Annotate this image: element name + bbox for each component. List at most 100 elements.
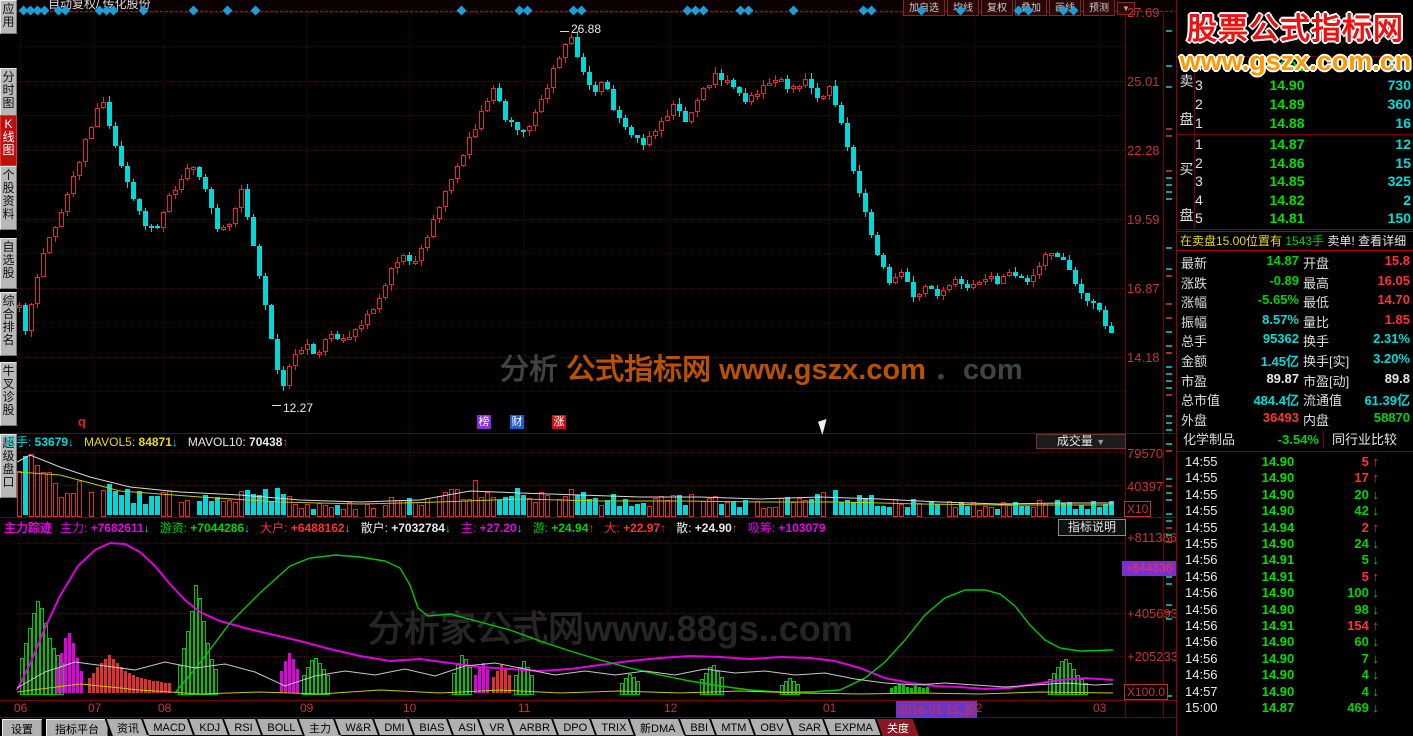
volume-bar-up	[953, 506, 958, 517]
candle-body-down	[215, 208, 220, 229]
volume-bar-down	[935, 503, 940, 515]
arrow-down-icon: ↓	[1372, 667, 1380, 683]
stat-value: 16.05	[1377, 272, 1410, 288]
sidebar-item-分时图[interactable]: 分时图	[0, 68, 17, 119]
volume-bar-up	[101, 490, 106, 517]
candle-body-up	[1043, 253, 1048, 266]
minimap-mark	[1166, 184, 1172, 186]
stat-label: 涨幅	[1181, 295, 1208, 311]
v-gridline	[1099, 13, 1100, 700]
tick-row: 14:55 14.90 42 ↓	[1177, 503, 1411, 519]
indicator-stat-item: 大户: +6488162↓	[260, 519, 350, 536]
indicator-tab-关度[interactable]: 关度	[874, 719, 919, 736]
tick-price: 14.91	[1261, 552, 1295, 568]
volume-bar-down	[965, 505, 970, 515]
candle-body-up	[41, 253, 46, 277]
candle-body-up	[713, 73, 718, 86]
indicator-tab-新DMA[interactable]: 新DMA	[627, 719, 686, 736]
candle-wick	[193, 165, 194, 176]
candle-wick	[523, 129, 524, 137]
candle-body-up	[689, 111, 694, 122]
histogram-bar	[56, 668, 59, 693]
price-scale-label: 25.01	[1127, 74, 1160, 89]
histogram-bar	[530, 675, 534, 695]
time-axis-date-highlight: 2016-01-15,五	[896, 701, 977, 718]
top-menu-more-icon[interactable]: ▼	[1117, 2, 1135, 15]
stat-label: 外盘	[1181, 412, 1208, 428]
stat-value: -0.89	[1269, 272, 1299, 288]
sidebar-item-应用[interactable]: 应用	[0, 0, 17, 34]
histogram-bar	[128, 673, 131, 693]
volume-bar-down	[719, 503, 724, 515]
hot-badge-涨[interactable]: 涨	[552, 415, 566, 429]
sell-volume: 730	[1387, 77, 1411, 93]
histogram-bar	[468, 667, 472, 695]
arrow-down-icon: ↓	[1372, 503, 1380, 519]
indicator-header: 主力踪迹 主力: +7682611↓ 游资: +7044286↓ 大户: +64881…	[4, 519, 836, 536]
volume-bar-down	[149, 495, 154, 515]
candle-body-up	[233, 207, 238, 224]
candle-body-up	[791, 86, 796, 90]
sidebar-item-牛叉诊股[interactable]: 牛叉诊股	[0, 362, 17, 426]
volume-bar-down	[119, 495, 124, 515]
indicator-help-button[interactable]: 指标说明	[1058, 519, 1126, 536]
candle-body-down	[1085, 293, 1090, 302]
hot-badge-财[interactable]: 财	[510, 415, 524, 429]
indicator-tab-EXPMA[interactable]: EXPMA	[822, 719, 883, 735]
volume-bar-down	[677, 494, 682, 515]
candle-body-up	[71, 176, 76, 194]
candle-body-up	[803, 78, 808, 86]
stat-label: 流通值	[1303, 393, 1343, 409]
candle-body-up	[287, 366, 292, 387]
candle-wick	[1063, 252, 1064, 261]
candle-body-down	[1091, 301, 1096, 304]
watermark-main: 分析 公式指标网 www.gszx.com ．com	[500, 346, 1023, 388]
industry-name[interactable]: 化学制品	[1183, 432, 1236, 447]
sidebar-item-个股资料[interactable]: 个股资料	[0, 166, 17, 230]
volume-bar-down	[881, 506, 886, 515]
indicator-scale-unit: X100.0	[1124, 684, 1169, 700]
top-menu-item-2[interactable]: 复权	[981, 0, 1013, 16]
tick-volume: 20 ↓	[1317, 487, 1379, 502]
candle-body-up	[983, 278, 988, 282]
arrow-down-icon: ↓	[1372, 486, 1380, 502]
sidebar-item-自选股[interactable]: 自选股	[0, 238, 17, 289]
indicator-stat-item: 吸筹: +103079	[748, 519, 826, 536]
candle-body-up	[161, 212, 166, 229]
sidebar-item-综合排名[interactable]: 综合排名	[0, 292, 17, 356]
bottom-button-设置[interactable]: 设置	[2, 719, 42, 736]
candle-body-up	[941, 290, 946, 296]
indicator-current-value: +644336	[1125, 561, 1173, 575]
candle-body-up	[425, 236, 430, 248]
tick-price: 14.90	[1261, 634, 1295, 650]
tick-volume: 60 ↓	[1317, 634, 1379, 649]
candle-body-up	[167, 194, 172, 213]
volume-type-dropdown[interactable]: 成交量 ▼	[1036, 434, 1126, 449]
candle-body-up	[467, 136, 472, 156]
bottom-button-指标平台[interactable]: 指标平台	[46, 719, 108, 736]
arrow-up-icon: ↑	[1372, 519, 1380, 535]
stat-label: 最高	[1303, 275, 1330, 291]
industry-compare-link[interactable]: 同行业比较	[1332, 432, 1398, 447]
sell-volume: 16	[1395, 115, 1411, 131]
h-gridline	[17, 357, 1125, 358]
stat-label: 总市值	[1181, 393, 1221, 409]
histogram-bar	[504, 669, 507, 693]
minimap-mark	[1166, 583, 1172, 585]
hot-badge-榜[interactable]: 榜	[477, 415, 491, 429]
candle-body-up	[947, 284, 952, 291]
notice-detail-link[interactable]: 卖单! 查看详细	[1327, 234, 1407, 248]
candle-body-down	[911, 281, 916, 297]
minimap-mark	[1166, 415, 1172, 417]
histogram-bar	[508, 675, 511, 693]
volume-bar-up	[419, 504, 424, 517]
sidebar-item-超级盘口[interactable]: 超级盘口	[0, 434, 17, 498]
sell-wall-notice[interactable]: 在卖盘15.00位置有 1543手 卖单! 查看详细	[1177, 231, 1413, 251]
indicator-scale-label: +811386	[1127, 530, 1178, 545]
arrow-down-icon: ↓	[1372, 634, 1380, 650]
q-mark[interactable]: q	[78, 414, 86, 429]
sidebar-item-K线图[interactable]: K线图	[0, 115, 17, 166]
volume-bar-down	[209, 500, 214, 515]
histogram-bar	[88, 678, 91, 693]
arrow-down-icon: ↓	[1372, 552, 1380, 568]
